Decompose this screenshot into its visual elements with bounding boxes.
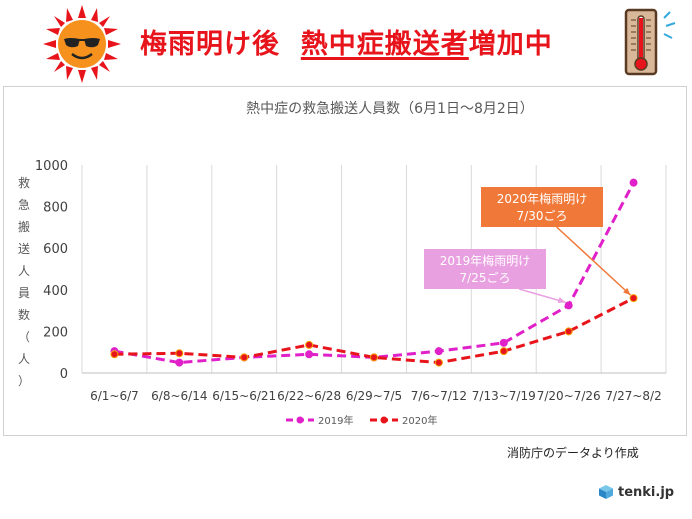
title-highlight: 熱中症搬送者 <box>300 29 469 60</box>
y-axis-label-char: （ <box>18 330 30 344</box>
y-axis-label-char: 人 <box>18 264 30 278</box>
annotation-text: 2019年梅雨明け <box>440 253 531 268</box>
data-point <box>370 353 378 362</box>
annotation-arrowhead <box>623 287 631 296</box>
title-part-1: 梅雨明け後 <box>140 29 280 60</box>
data-point <box>240 353 249 362</box>
chart-panel: 熱中症の救急搬送人員数（6月1日〜8月2日） 救急搬送人員数（人） 0 200 40… <box>3 86 687 436</box>
annotation-box <box>424 249 546 289</box>
data-point <box>629 178 638 187</box>
chart-title: 熱中症の救急搬送人員数（6月1日〜8月2日） <box>246 101 534 117</box>
annotation-arrow <box>518 288 566 304</box>
data-point <box>110 350 119 359</box>
source-note: 消防庁のデータより作成 <box>507 446 639 460</box>
data-point <box>499 347 508 356</box>
series-line-2020 <box>114 296 635 365</box>
data-point <box>499 338 508 347</box>
x-tick-label: 6/29~7/5 <box>346 389 402 403</box>
annotation-text: 7/30ごろ <box>517 208 568 223</box>
title-part-3: 増加中 <box>468 29 553 60</box>
legend-label: 2020年 <box>402 414 437 427</box>
data-point <box>629 294 638 303</box>
tenki-logo[interactable]: tenki.jp <box>598 484 674 500</box>
x-tick-label: 7/13~7/19 <box>472 389 536 403</box>
y-axis-label-char: 搬 <box>18 219 30 234</box>
data-point <box>434 358 443 367</box>
data-point <box>564 327 573 336</box>
y-axis-label-char: 救 <box>18 175 30 190</box>
annotation-arrow <box>556 226 632 296</box>
data-point <box>175 349 184 358</box>
x-tick-label: 7/20~7/26 <box>537 389 601 403</box>
y-tick-label: 0 <box>60 367 68 382</box>
data-point <box>175 358 184 367</box>
data-point <box>564 301 573 310</box>
x-tick-label: 7/6~7/12 <box>411 389 467 403</box>
data-point <box>434 347 443 356</box>
data-point <box>305 350 314 359</box>
annotation-text: 7/25ごろ <box>460 270 511 285</box>
data-point <box>305 340 314 349</box>
y-axis-label-char: ） <box>18 374 30 388</box>
x-tick-label: 6/1~6/7 <box>90 389 139 403</box>
page-title: 梅雨明け後 熱中症搬送者増加中 <box>140 22 553 61</box>
y-tick-label: 1000 <box>35 159 68 174</box>
logo-text: tenki.jp <box>618 484 675 500</box>
cube-logo-icon <box>599 485 613 499</box>
annotation-text: 2020年梅雨明け <box>497 191 588 206</box>
y-tick-label: 400 <box>43 284 68 299</box>
legend-label: 2019年 <box>318 414 353 427</box>
sun-with-sunglasses-icon <box>42 4 122 88</box>
legend-marker <box>296 416 304 424</box>
x-tick-label: 6/8~6/14 <box>151 389 207 403</box>
line-chart: 熱中症の救急搬送人員数（6月1日〜8月2日） 救急搬送人員数（人） 020040… <box>18 101 667 427</box>
y-axis-label-char: 人 <box>18 352 30 366</box>
y-axis-label-char: 数 <box>18 307 30 322</box>
x-tick-label: 6/22~6/28 <box>277 389 341 403</box>
x-tick-label: 6/15~6/21 <box>212 389 276 403</box>
annotation-box <box>481 187 603 227</box>
y-axis-label-char: 送 <box>18 241 30 256</box>
y-tick-label: 800 <box>43 201 68 216</box>
y-tick-label: 600 <box>43 242 68 257</box>
thermometer-icon <box>620 8 682 80</box>
legend-marker <box>380 416 388 424</box>
y-axis-label-char: 急 <box>18 197 30 212</box>
x-tick-label: 7/27~8/2 <box>605 389 661 403</box>
annotation-arrowhead <box>557 297 566 304</box>
y-tick-label: 200 <box>43 325 68 340</box>
y-axis-label-char: 員 <box>18 286 30 300</box>
